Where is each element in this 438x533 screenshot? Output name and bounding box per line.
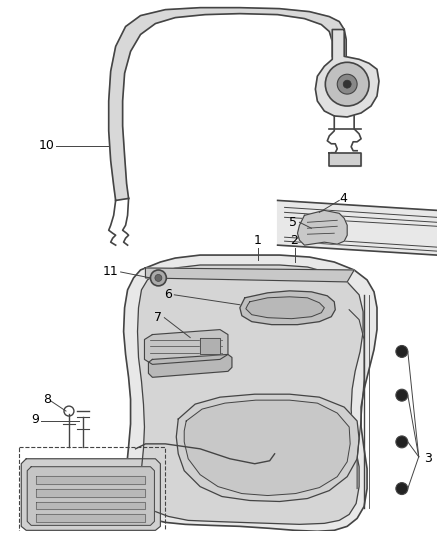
Text: 4: 4 [339,192,347,205]
Text: 8: 8 [43,393,51,406]
Circle shape [396,345,408,358]
Polygon shape [145,268,354,282]
Text: 7: 7 [154,311,162,324]
Polygon shape [329,153,361,166]
Text: 1: 1 [254,233,261,247]
Polygon shape [200,337,220,354]
Text: 11: 11 [103,265,119,278]
Polygon shape [315,29,379,117]
Text: 6: 6 [164,288,172,301]
Polygon shape [138,265,363,524]
Polygon shape [176,394,359,502]
Polygon shape [145,329,228,365]
Polygon shape [36,502,145,510]
Circle shape [155,274,162,281]
Text: 5: 5 [290,216,297,229]
Text: 3: 3 [424,453,431,465]
Polygon shape [278,200,437,255]
Polygon shape [21,459,160,530]
Text: 10: 10 [39,139,55,152]
Polygon shape [27,467,155,526]
Circle shape [343,80,351,88]
Circle shape [396,389,408,401]
Text: 9: 9 [31,413,39,425]
Polygon shape [109,7,346,200]
Polygon shape [240,291,335,325]
Polygon shape [246,297,324,319]
Circle shape [337,74,357,94]
Polygon shape [297,211,347,245]
Circle shape [150,270,166,286]
Polygon shape [36,514,145,522]
Circle shape [396,436,408,448]
Circle shape [396,482,408,495]
Polygon shape [124,255,377,531]
Polygon shape [148,354,232,377]
Polygon shape [184,400,350,496]
Polygon shape [36,489,145,497]
Circle shape [325,62,369,106]
Polygon shape [36,475,145,483]
Text: 2: 2 [290,233,298,247]
